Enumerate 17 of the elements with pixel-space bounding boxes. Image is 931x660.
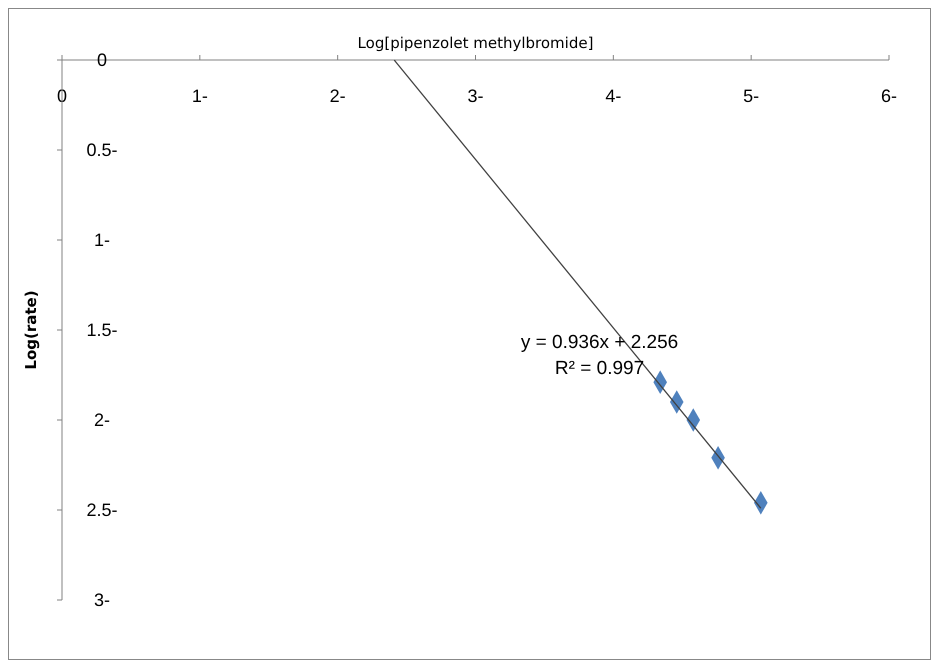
y-tick-label: 0.5-	[86, 140, 118, 160]
y-tick-label: 1-	[94, 230, 110, 250]
x-tick-label: 2-	[330, 86, 346, 106]
annotation: R² = 0.997	[554, 358, 644, 379]
y-axis-title: Log(rate)	[22, 290, 40, 370]
y-tick-label: 3-	[94, 590, 110, 610]
annotation: y = 0.936x + 2.256	[520, 332, 678, 353]
y-tick-label: 1.5-	[86, 320, 118, 340]
y-tick-label: 2-	[94, 410, 110, 430]
x-axis-title: Log[pipenzolet methylbromide]	[358, 34, 594, 52]
y-tick-label: 2.5-	[86, 500, 118, 520]
x-tick-label: 1-	[192, 86, 208, 106]
x-tick-label: 5-	[743, 86, 760, 106]
y-tick-label: 0	[96, 50, 108, 70]
x-tick-label: 3-	[467, 86, 484, 106]
x-tick-label: 6-	[880, 86, 898, 106]
x-tick-label: 4-	[605, 86, 622, 106]
